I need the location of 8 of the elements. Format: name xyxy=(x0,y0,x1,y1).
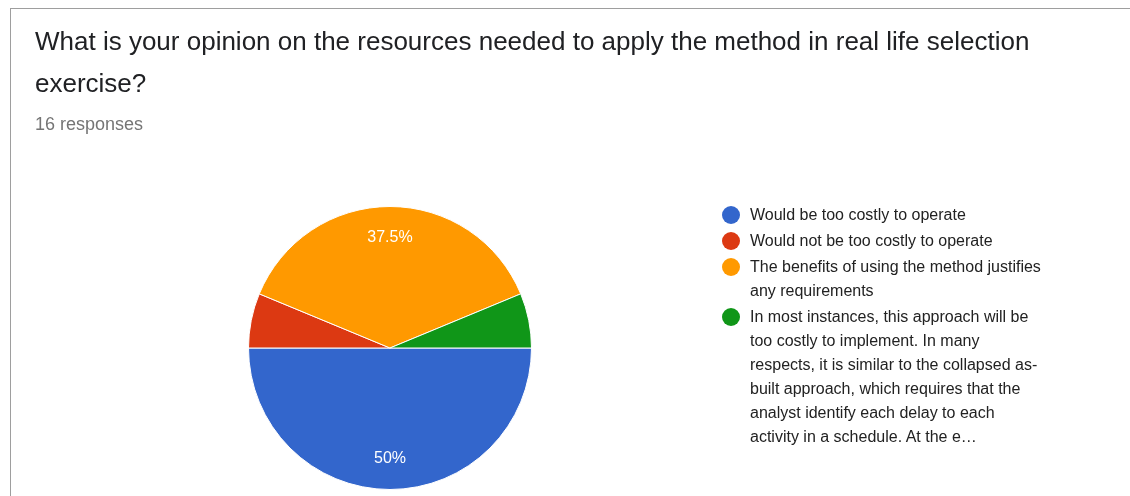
text: 16 responses xyxy=(35,114,144,135)
legend-label: In most instances, this approach will be too costly to implement. In many respects, it is similar to the collapsed as-built approach, which requires that the analyst identify each delay to each activity in a schedule. At the e… xyxy=(750,307,1039,447)
legend-label: Would not be too costly to operate xyxy=(750,231,993,251)
data-label: 50% xyxy=(373,448,407,466)
data-label: 37.5% xyxy=(367,228,413,246)
chart-title: What is your opinion on the resources needed to apply the method in real life selection exercise? xyxy=(35,25,1031,100)
legend-label: Would be too costly to operate xyxy=(750,205,966,225)
legend-label: The benefits of using the method justifies any requirements xyxy=(750,257,1042,301)
